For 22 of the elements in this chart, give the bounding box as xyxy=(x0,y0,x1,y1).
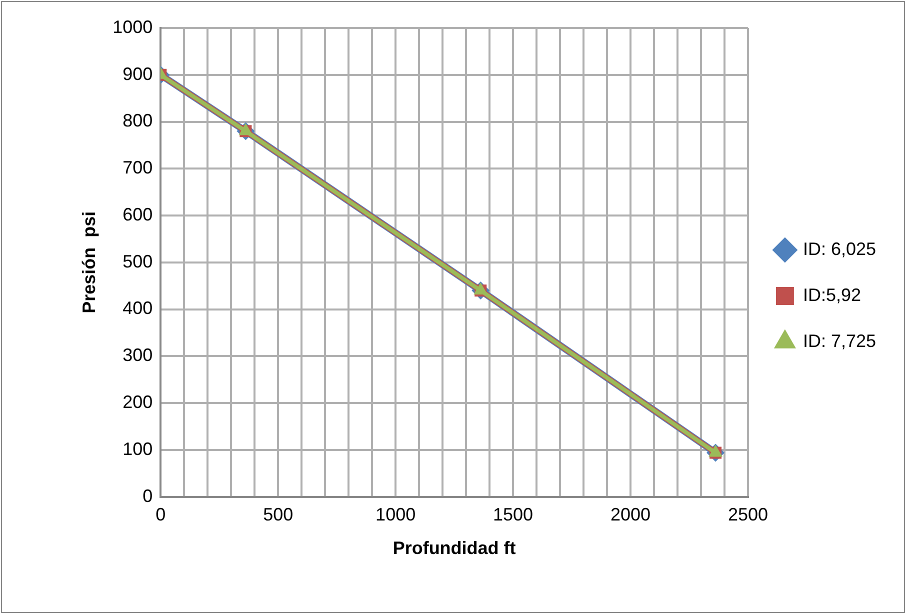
y-tick-label: 300 xyxy=(122,345,153,366)
y-tick-label: 0 xyxy=(142,486,153,506)
y-tick-label: 900 xyxy=(122,64,153,84)
y-tick-label: 200 xyxy=(122,392,153,412)
x-axis-title: Profundidad ft xyxy=(392,538,516,558)
x-tick-label: 2000 xyxy=(610,504,651,525)
y-tick-label: 600 xyxy=(122,204,153,224)
legend-label: ID: 7,725 xyxy=(802,330,876,351)
x-tick-label: 1500 xyxy=(493,504,534,525)
x-tick-label: 0 xyxy=(156,504,166,525)
y-axis-title: Presión psi xyxy=(78,211,99,314)
y-tick-label: 500 xyxy=(122,251,153,272)
legend-label: ID: 6,025 xyxy=(802,238,876,259)
legend-label: ID:5,92 xyxy=(802,284,861,305)
y-tick-label: 1000 xyxy=(112,16,153,37)
y-tick-label: 400 xyxy=(122,298,153,318)
x-tick-label: 2500 xyxy=(728,504,768,525)
x-tick-label: 500 xyxy=(263,504,294,525)
y-tick-label: 800 xyxy=(122,110,153,131)
y-tick-label: 100 xyxy=(122,438,153,459)
x-tick-label: 1000 xyxy=(376,504,416,525)
y-tick-label: 700 xyxy=(122,158,153,178)
